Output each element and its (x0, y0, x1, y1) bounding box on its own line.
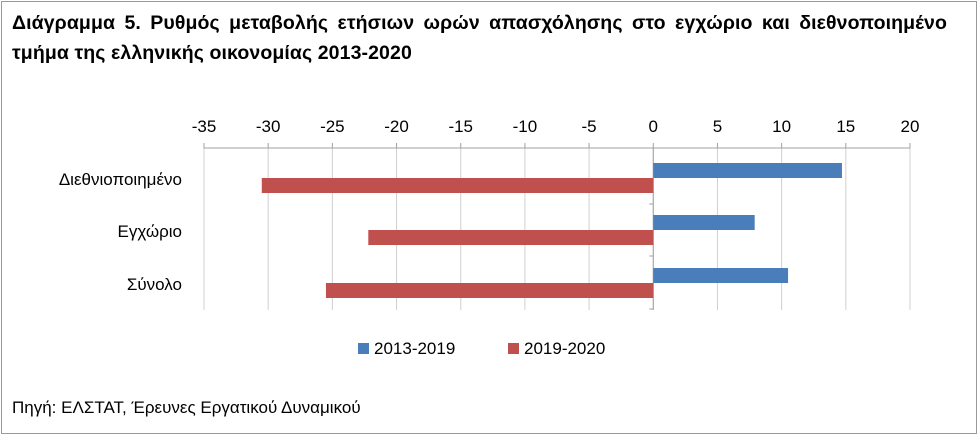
chart-area: -35 -30 -25 -20 -15 -10 -5 0 5 10 15 20 Διεθνιοποιημ… (0, 100, 980, 390)
x-tick-label: 15 (836, 117, 855, 136)
bar (653, 215, 755, 230)
x-tick-label: -10 (513, 117, 538, 136)
chart-title: Διάγραμμα 5. Ρυθμός μεταβολής ετήσιων ωρ… (12, 12, 947, 64)
category-label: Διεθνιοποιημένο (59, 170, 182, 189)
x-tick-label: -35 (192, 117, 217, 136)
x-tick-label: 20 (901, 117, 920, 136)
bar (653, 268, 789, 283)
x-tick-label: 10 (772, 117, 791, 136)
legend-label: 2019-2020 (524, 339, 605, 358)
x-tick-label: 5 (713, 117, 722, 136)
x-tick-label: 0 (649, 117, 658, 136)
x-tick-label: -5 (582, 117, 597, 136)
x-tick-label: -25 (320, 117, 345, 136)
legend-swatch (358, 343, 369, 354)
bar (653, 163, 842, 178)
legend-swatch (508, 343, 519, 354)
x-tick-label: -30 (256, 117, 281, 136)
category-label: Εγχώριο (118, 222, 182, 241)
bar (325, 283, 654, 298)
bar-chart: -35 -30 -25 -20 -15 -10 -5 0 5 10 15 20 Διεθνιοποιημ… (59, 117, 920, 358)
x-tick-label: -20 (384, 117, 409, 136)
category-label: Σύνολο (127, 275, 182, 294)
legend-label: 2013-2019 (374, 339, 455, 358)
bar (261, 178, 654, 193)
source-note: Πηγή: ΕΛΣΤΑΤ, Έρευνες Εργατικού Δυναμικο… (12, 398, 361, 417)
bar (368, 230, 654, 245)
x-tick-label: -15 (448, 117, 473, 136)
